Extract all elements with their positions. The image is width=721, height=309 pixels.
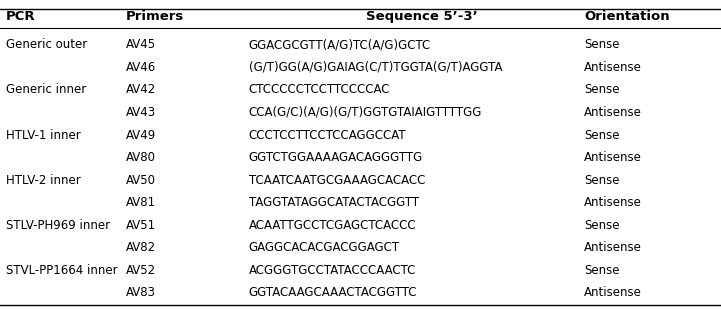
Text: Primers: Primers	[126, 11, 185, 23]
Text: Sense: Sense	[584, 38, 619, 51]
Text: AV83: AV83	[126, 286, 156, 299]
Text: AV52: AV52	[126, 264, 156, 277]
Text: Sense: Sense	[584, 174, 619, 187]
Text: Antisense: Antisense	[584, 61, 642, 74]
Text: AV50: AV50	[126, 174, 156, 187]
Text: CCA(G/C)(A/G)(G/T)GGTGTAIAIGTTTTGG: CCA(G/C)(A/G)(G/T)GGTGTAIAIGTTTTGG	[249, 106, 482, 119]
Text: Generic inner: Generic inner	[6, 83, 86, 96]
Text: AV49: AV49	[126, 129, 156, 142]
Text: Sense: Sense	[584, 264, 619, 277]
Text: ACGGGTGCCTATACCCAACTC: ACGGGTGCCTATACCCAACTC	[249, 264, 416, 277]
Text: GGTCTGGAAAAGACAGGGTTG: GGTCTGGAAAAGACAGGGTTG	[249, 151, 423, 164]
Text: AV80: AV80	[126, 151, 156, 164]
Text: ACAATTGCCTCGAGCTCACCC: ACAATTGCCTCGAGCTCACCC	[249, 219, 416, 232]
Text: HTLV-1 inner: HTLV-1 inner	[6, 129, 81, 142]
Text: Sense: Sense	[584, 129, 619, 142]
Text: GGACGCGTT(A/G)TC(A/G)GCTC: GGACGCGTT(A/G)TC(A/G)GCTC	[249, 38, 431, 51]
Text: AV46: AV46	[126, 61, 156, 74]
Text: Antisense: Antisense	[584, 286, 642, 299]
Text: Generic outer: Generic outer	[6, 38, 87, 51]
Text: Sequence 5’-3’: Sequence 5’-3’	[366, 11, 477, 23]
Text: Antisense: Antisense	[584, 196, 642, 209]
Text: HTLV-2 inner: HTLV-2 inner	[6, 174, 81, 187]
Text: CTCCCCCTCCTTCCCCAC: CTCCCCCTCCTTCCCCAC	[249, 83, 390, 96]
Text: Sense: Sense	[584, 83, 619, 96]
Text: CCCTCCTTCCTCCAGGCCAT: CCCTCCTTCCTCCAGGCCAT	[249, 129, 407, 142]
Text: Antisense: Antisense	[584, 151, 642, 164]
Text: AV42: AV42	[126, 83, 156, 96]
Text: GGTACAAGCAAACTACGGTTC: GGTACAAGCAAACTACGGTTC	[249, 286, 417, 299]
Text: AV45: AV45	[126, 38, 156, 51]
Text: Sense: Sense	[584, 219, 619, 232]
Text: AV43: AV43	[126, 106, 156, 119]
Text: AV82: AV82	[126, 241, 156, 254]
Text: STVL-PP1664 inner: STVL-PP1664 inner	[6, 264, 118, 277]
Text: STLV-PH969 inner: STLV-PH969 inner	[6, 219, 110, 232]
Text: PCR: PCR	[6, 11, 35, 23]
Text: Antisense: Antisense	[584, 241, 642, 254]
Text: AV81: AV81	[126, 196, 156, 209]
Text: Antisense: Antisense	[584, 106, 642, 119]
Text: TAGGTATAGGCATACTACGGTT: TAGGTATAGGCATACTACGGTT	[249, 196, 419, 209]
Text: TCAATCAATGCGAAAGCACACC: TCAATCAATGCGAAAGCACACC	[249, 174, 425, 187]
Text: Orientation: Orientation	[584, 11, 670, 23]
Text: AV51: AV51	[126, 219, 156, 232]
Text: GAGGCACACGACGGAGCT: GAGGCACACGACGGAGCT	[249, 241, 400, 254]
Text: (G/T)GG(A/G)GAIAG(C/T)TGGTA(G/T)AGGTA: (G/T)GG(A/G)GAIAG(C/T)TGGTA(G/T)AGGTA	[249, 61, 503, 74]
